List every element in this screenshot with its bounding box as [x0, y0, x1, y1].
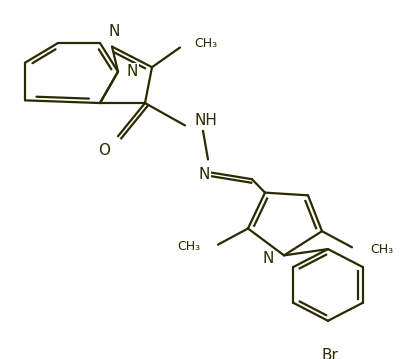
Text: O: O [98, 143, 110, 158]
Text: N: N [262, 251, 274, 266]
Text: CH₃: CH₃ [177, 240, 200, 253]
Text: N: N [126, 64, 137, 79]
Text: N: N [108, 24, 120, 39]
Text: NH: NH [195, 113, 218, 127]
Text: N: N [198, 167, 210, 182]
Text: CH₃: CH₃ [194, 37, 217, 50]
Text: Br: Br [322, 348, 339, 359]
Text: CH₃: CH₃ [370, 243, 393, 256]
